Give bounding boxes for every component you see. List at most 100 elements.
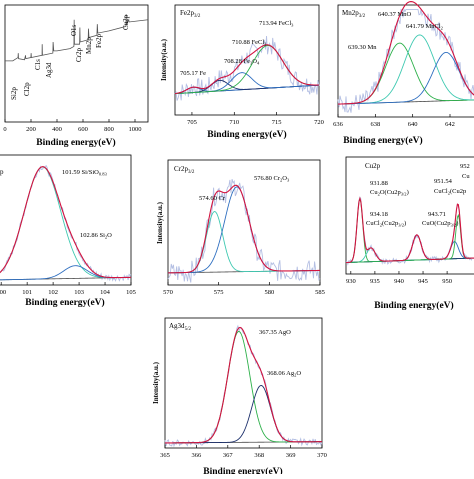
ag-peak-label-ago: 367.35 AgO bbox=[259, 329, 291, 336]
panel-fe2p: 705 710 715 720 Intensity(a.u.) Fe2p3/2 705… bbox=[160, 4, 324, 140]
ag-plot-frame bbox=[164, 317, 323, 449]
x-tick-label-mn-636: 636 bbox=[333, 121, 344, 128]
annotation-cl2p: Cl2p bbox=[23, 82, 31, 96]
fe-y-axis-label: Intensity(a.u.) bbox=[160, 38, 168, 81]
cr-ticks: 570 575 580 585 bbox=[163, 282, 325, 296]
annotation-si2p: Si2p bbox=[10, 87, 18, 100]
si-peak-component-0 bbox=[0, 166, 132, 279]
x-tick-label-survey-1000: 1000 bbox=[129, 126, 142, 133]
cu-peak-label-951: 951.54 bbox=[434, 178, 453, 185]
x-tick-label-si-102: 102 bbox=[48, 289, 58, 296]
cr-y-axis-label: Intensity(a.u.) bbox=[156, 201, 164, 244]
si-peak-label-si: 101.59 Si/SiO0.83 bbox=[62, 169, 107, 177]
annotation-mn2p: Mn2p bbox=[85, 37, 93, 54]
panel-survey: 0 200 400 600 800 1000 Si2p Cl2p C1s Ag3d O1s… bbox=[3, 4, 149, 148]
x-tick-label-mn-638: 638 bbox=[370, 121, 380, 128]
ag-panel-label: Ag3d5/2 bbox=[169, 322, 191, 332]
x-tick-label-ag-366: 366 bbox=[192, 452, 203, 459]
si-panel-label: p bbox=[0, 168, 4, 176]
annotation-o1s: O1s bbox=[70, 24, 78, 36]
cu-series-group bbox=[345, 196, 474, 266]
x-tick-label-fe-715: 715 bbox=[272, 119, 282, 126]
x-tick-label-fe-705: 705 bbox=[187, 119, 197, 126]
cu-peak-label-cu: Cu bbox=[462, 173, 470, 180]
survey-x-axis-label: Binding energy(eV) bbox=[36, 137, 115, 148]
x-tick-label-ag-368: 368 bbox=[254, 452, 264, 459]
si-plot-frame bbox=[0, 154, 132, 286]
cu-fit-envelope-line bbox=[345, 196, 474, 264]
fe-peak-label-fecl2: 710.88 FeCl2 bbox=[232, 39, 266, 47]
cr-panel-label: Cr2p3/2 bbox=[174, 165, 195, 175]
ag-fit-envelope-line bbox=[164, 326, 323, 444]
fe-plot-frame bbox=[174, 4, 320, 116]
ag-peak-component-0 bbox=[164, 330, 323, 444]
cu-peak-label-952: 952 bbox=[460, 163, 470, 170]
x-tick-label-si-101: 101 bbox=[22, 289, 32, 296]
annotation-ag3d: Ag3d bbox=[45, 62, 53, 78]
ag-y-axis-label: Intensity(a.u.) bbox=[152, 361, 160, 404]
x-tick-label-cr-580: 580 bbox=[264, 289, 274, 296]
cu-peak-label-943: 943.71 bbox=[428, 211, 446, 218]
cu-peak-label-cu2o: Cu2O(Cu2p3/2) bbox=[370, 189, 409, 197]
mn-plot-frame bbox=[337, 4, 474, 118]
mn-panel-label: Mn2p3/2 bbox=[342, 9, 366, 19]
x-tick-label-ag-365: 365 bbox=[160, 452, 170, 459]
fe-x-axis-label: Binding energy(eV) bbox=[207, 129, 286, 140]
x-tick-label-cr-570: 570 bbox=[163, 289, 173, 296]
x-tick-label-survey-400: 400 bbox=[52, 126, 62, 133]
cu-peak-label-cucl2-p12: CuCl2(Cu2p bbox=[434, 188, 466, 196]
cr-peak-component-0 bbox=[167, 211, 321, 274]
si-ticks: 100 101 102 103 104 105 bbox=[0, 282, 136, 296]
cr-peak-label-cr2o3: 576.80 Cr2O3 bbox=[254, 175, 290, 183]
fe-ticks: 705 710 715 720 bbox=[187, 112, 324, 126]
cu-peak-label-cucl2: CuCl2(Cu2p3/2) bbox=[366, 220, 406, 228]
annotation-cr2p: Cr2p bbox=[75, 48, 83, 63]
mn-peak-label-mn: 639.30 Mn bbox=[348, 44, 377, 51]
x-tick-label-cu-950: 950 bbox=[442, 278, 452, 285]
x-tick-label-ag-369: 369 bbox=[286, 452, 296, 459]
x-tick-label-mn-640: 640 bbox=[408, 121, 418, 128]
si-peak-label-si2o: 102.86 Si2O bbox=[80, 232, 112, 240]
survey-plot-frame bbox=[4, 4, 149, 123]
cr-series-group bbox=[167, 178, 321, 283]
x-tick-label-ag-367: 367 bbox=[223, 452, 234, 459]
mn-fit-envelope-line bbox=[337, 1, 474, 105]
si-raw-data-line bbox=[0, 164, 132, 282]
cu-ticks: 930 935 940 945 950 bbox=[346, 271, 452, 285]
cu-peak-label-934: 934.18 bbox=[370, 211, 388, 218]
cu-x-axis-label: Binding energy(eV) bbox=[374, 300, 453, 311]
x-tick-label-si-103: 103 bbox=[74, 289, 84, 296]
fe-peak-label-fe3o4: 708.28 Fe3O4 bbox=[224, 58, 260, 66]
mn-peak-component-2 bbox=[337, 51, 474, 105]
x-tick-label-survey-200: 200 bbox=[26, 126, 36, 133]
fe-panel-label: Fe2p3/2 bbox=[180, 9, 201, 19]
si-fit-envelope-line bbox=[0, 166, 132, 279]
x-tick-label-si-105: 105 bbox=[126, 289, 136, 296]
cu-peak-label-931: 931.88 bbox=[370, 180, 388, 187]
ag-peak-component-1 bbox=[164, 385, 323, 444]
panel-cr2p: 570 575 580 585 Intensity(a.u.) Cr2p3/2 574… bbox=[156, 159, 325, 296]
si-series-group bbox=[0, 164, 132, 282]
survey-spectrum-line bbox=[5, 14, 149, 62]
mn-ticks: 636 638 640 642 bbox=[333, 114, 455, 128]
fe-peak-label-fe: 705.17 Fe bbox=[180, 70, 206, 77]
fe-series-group bbox=[174, 35, 320, 101]
cr-fit-envelope-line bbox=[167, 184, 321, 274]
panel-cu2p: 930 935 940 945 950 Cu2p 931.88 Cu2O(Cu2p3/2… bbox=[345, 156, 474, 311]
x-tick-label-fe-710: 710 bbox=[229, 119, 239, 126]
panel-mn2p: 636 638 640 642 Mn2p3/2 639.30 Mn 640.37 Mn… bbox=[333, 1, 474, 146]
panel-si2p: 100 101 102 103 104 105 p 101.59 Si/SiO0.83 1… bbox=[0, 154, 136, 308]
ag-raw-data-line bbox=[164, 324, 323, 448]
x-tick-label-survey-800: 800 bbox=[104, 126, 114, 133]
cr-peak-label-cr: 574.60 Cr bbox=[199, 195, 226, 202]
fe-raw-data-line bbox=[174, 35, 320, 101]
ag-ticks: 365 366 367 368 369 370 bbox=[160, 445, 327, 459]
x-tick-label-survey-0: 0 bbox=[3, 126, 6, 133]
x-tick-label-fe-720: 720 bbox=[314, 119, 324, 126]
cu-panel-label: Cu2p bbox=[365, 162, 381, 170]
x-tick-label-cu-945: 945 bbox=[418, 278, 428, 285]
annotation-c1s: C1s bbox=[34, 59, 42, 70]
x-tick-label-survey-600: 600 bbox=[78, 126, 88, 133]
annotation-fe2p: Fe2p bbox=[95, 34, 103, 49]
